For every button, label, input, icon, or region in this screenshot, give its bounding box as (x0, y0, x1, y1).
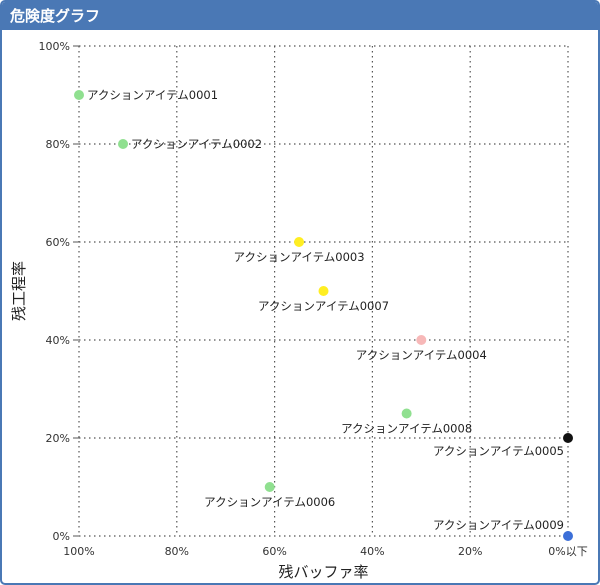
panel-title: 危険度グラフ (2, 2, 598, 30)
y-tick-label: 0% (53, 530, 70, 543)
data-point-label: アクションアイテム0007 (258, 299, 389, 313)
x-tick-label: 0%以下 (548, 545, 587, 558)
data-point[interactable] (416, 335, 427, 345)
data-point[interactable] (294, 237, 305, 247)
x-tick-label: 80% (165, 545, 189, 558)
data-point-label: アクションアイテム0005 (433, 444, 564, 458)
x-tick-label: 40% (360, 545, 384, 558)
x-axis-title: 残バッファ率 (278, 563, 368, 581)
data-point-label: アクションアイテム0006 (204, 495, 335, 509)
data-point-label: アクションアイテム0008 (341, 422, 472, 436)
axis-ticks: 100% 80% 60% 40% 20% 0%以下 0% 20% 40% 60% 80% 100% (39, 40, 588, 558)
data-point-label: アクションアイテム0001 (87, 88, 218, 102)
x-tick-label: 100% (63, 545, 94, 558)
data-point[interactable] (401, 408, 412, 419)
data-point-label: アクションアイテム0004 (356, 348, 487, 362)
data-point[interactable] (563, 433, 573, 443)
x-tick-label: 20% (458, 545, 482, 558)
x-tick-label: 60% (262, 545, 286, 558)
risk-scatter-chart: 100% 80% 60% 40% 20% 0%以下 0% 20% 40% 60% 80% 100% ア… (10, 40, 588, 581)
data-point-label: アクションアイテム0002 (131, 137, 262, 151)
y-tick-label: 80% (46, 138, 70, 151)
y-tick-label: 40% (46, 334, 70, 347)
data-point[interactable] (318, 286, 329, 296)
data-point[interactable] (563, 531, 573, 541)
data-point[interactable] (264, 482, 275, 492)
y-tick-label: 20% (46, 432, 70, 445)
y-tick-label: 60% (46, 236, 70, 249)
data-point[interactable] (118, 139, 129, 149)
data-point-label: アクションアイテム0003 (234, 250, 365, 264)
data-point[interactable] (74, 90, 84, 100)
data-points: アクションアイテム0001 アクションアイテム0002 アクションアイテム0003 ア… (74, 88, 573, 541)
y-tick-label: 100% (39, 40, 70, 53)
y-axis-title: 残工程率 (10, 261, 28, 321)
grid-lines (73, 45, 569, 537)
data-point-label: アクションアイテム0009 (433, 518, 564, 532)
